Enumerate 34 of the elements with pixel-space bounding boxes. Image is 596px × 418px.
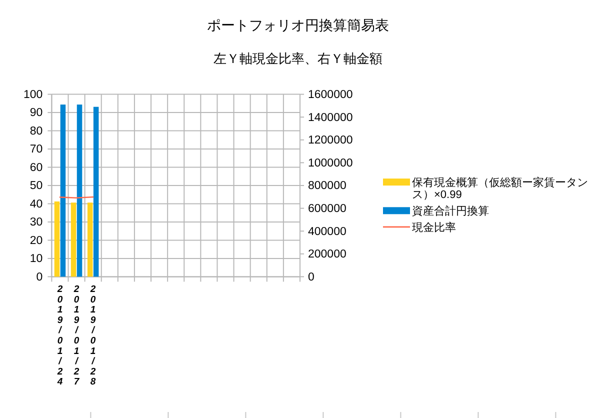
legend-label: 資産合計円換算 [412,204,489,218]
y-tick-label: 100 [24,88,43,101]
bar [76,104,82,277]
y-tick-label: 60 [30,162,43,174]
y2-tick-label: 1200000 [308,134,353,147]
legend-label: 現金比率 [412,220,456,234]
y-tick-label: 40 [30,198,43,210]
chart-title: ポートフォリオ円換算簡易表 [207,17,389,33]
y2-tick-label: 600000 [308,202,346,215]
legend-label: 保有現金概算（仮総額ー家賃ータンス）×0.99 [412,176,588,202]
category-label: 2019/01/27 [74,284,80,388]
y-tick-label: 30 [30,216,43,229]
chart-subtitle: 左Ｙ軸現金比率、右Ｙ軸金額 [214,51,382,66]
bar [70,202,76,277]
bar [60,104,66,277]
y-tick-label: 80 [30,125,43,138]
y-tick-label: 10 [30,253,43,266]
y2-tick-label: 1600000 [308,88,353,101]
bar [54,201,60,277]
y2-tick-label: 800000 [308,180,346,192]
category-label: 2019/01/28 [90,284,96,388]
y-tick-label: 0 [36,271,43,284]
bar [87,202,93,277]
bar [93,106,99,277]
y2-tick-label: 200000 [308,248,346,261]
y-tick-label: 90 [30,107,43,120]
y2-tick-label: 0 [308,271,314,284]
y2-tick-label: 400000 [308,226,346,238]
y2-tick-label: 1400000 [308,112,353,124]
y-tick-label: 70 [30,144,43,156]
category-label: 2019/01/24 [57,284,63,388]
y2-tick-label: 1000000 [308,157,353,170]
y-tick-label: 20 [30,234,43,247]
y-tick-label: 50 [30,180,43,192]
